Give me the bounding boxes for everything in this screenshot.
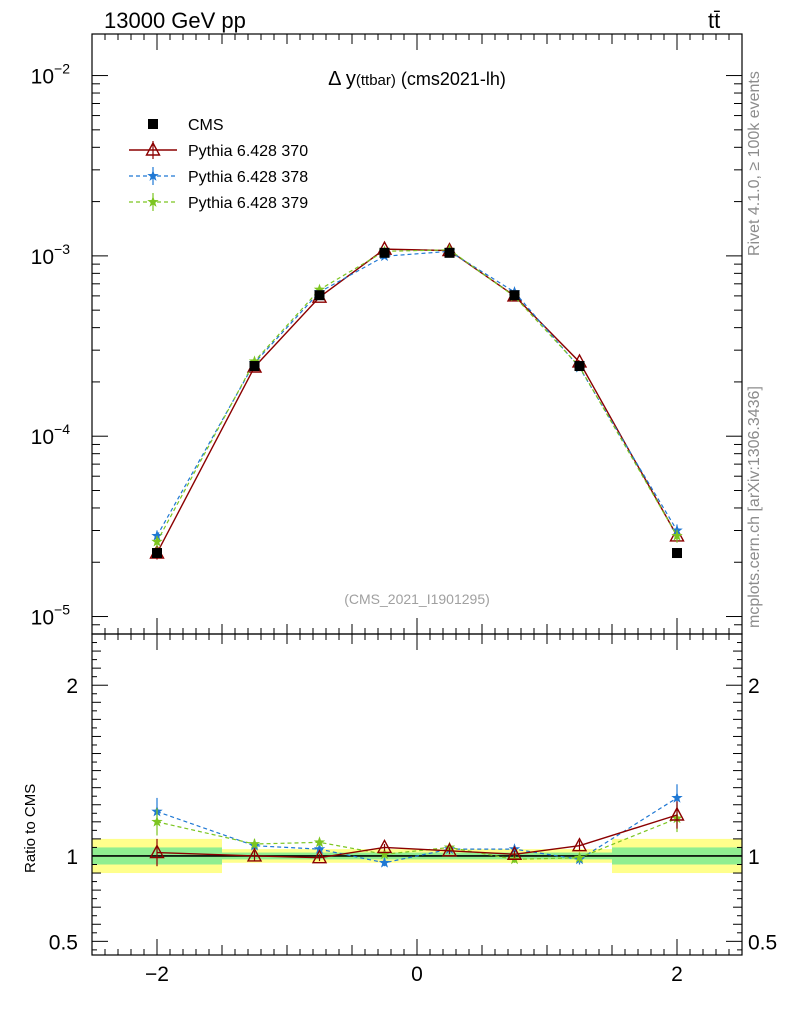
y-tick-exponent: −4 bbox=[54, 421, 70, 437]
ratio-pythia-6-428-370-point bbox=[506, 845, 523, 860]
main-cms-point bbox=[379, 247, 390, 258]
plot-title-prefix: Δ y bbox=[328, 68, 356, 90]
legend-pythia-6-428-379-label: Pythia 6.428 379 bbox=[188, 195, 308, 212]
main-pythia-6-428-378-line bbox=[156, 250, 678, 537]
main-cms-point bbox=[509, 290, 520, 301]
ratio-pythia-6-428-379-point bbox=[378, 848, 391, 860]
ratio-pythia-6-428-370-point bbox=[149, 844, 165, 859]
rivet-label: Rivet 4.1.0, ≥ 100k events bbox=[746, 71, 763, 256]
ratio-pythia-6-428-370-point bbox=[441, 842, 458, 857]
legend-pythia-6-428-379-marker bbox=[147, 196, 159, 207]
main-pythia-6-428-379-point bbox=[248, 355, 261, 367]
y-tick-label: 10−4 bbox=[31, 421, 71, 449]
main-cms-point bbox=[672, 548, 682, 559]
data-series bbox=[149, 240, 685, 868]
plot-title: Δ y(ttbar) (cms2021-lh) bbox=[0, 68, 786, 91]
plot-title-suffix: (cms2021-lh) bbox=[395, 69, 506, 89]
process-label: tt̄ bbox=[708, 8, 721, 33]
y-tick-mantissa: 10 bbox=[31, 607, 54, 630]
tick-labels: −2 0 210−510−410−310−20.5 0.51 12 2 bbox=[31, 61, 778, 986]
ratio-pythia-6-428-379-point bbox=[443, 841, 456, 853]
ratio-pythia-6-428-378-point bbox=[378, 856, 391, 868]
main-pythia-6-428-370-line bbox=[156, 248, 678, 554]
ratio-pythia-6-428-370-point bbox=[376, 838, 393, 854]
axis-ticks bbox=[91, 34, 743, 955]
y-tick-exponent: −2 bbox=[54, 61, 70, 77]
ratio-y-tick-label: 1 bbox=[66, 846, 78, 869]
plot-title-sub: (ttbar) bbox=[355, 72, 396, 89]
energy-label: 13000 GeV pp bbox=[104, 8, 246, 33]
main-pythia-6-428-379-point bbox=[671, 529, 683, 541]
legend: CMS Pythia 6.428 370 Pythia 6.428 378 Pythi… bbox=[129, 117, 308, 212]
legend-cms-label: CMS bbox=[188, 117, 224, 134]
main-pythia-6-428-379-point bbox=[151, 535, 163, 547]
ratio-pythia-6-428-378-point bbox=[313, 843, 326, 854]
x-tick-label: 2 bbox=[671, 963, 683, 986]
main-cms-point bbox=[444, 247, 455, 258]
ratio-pythia-6-428-370-line bbox=[156, 814, 678, 859]
ratio-y-tick-label: 0.5 bbox=[49, 931, 78, 954]
ratio-pythia-6-428-378-point bbox=[671, 791, 683, 803]
ratio-ylabel: Ratio to CMS bbox=[22, 783, 39, 873]
y-tick-mantissa: 10 bbox=[31, 246, 54, 269]
ratio-y-tick-label-right: 2 bbox=[748, 675, 760, 698]
y-tick-mantissa: 10 bbox=[31, 426, 54, 449]
legend-pythia-6-428-378-label: Pythia 6.428 378 bbox=[188, 169, 308, 186]
ratio-y-tick-label-right: 1 bbox=[748, 846, 760, 869]
ratio-plot-frame bbox=[91, 633, 743, 956]
main-pythia-6-428-379-point bbox=[313, 283, 326, 295]
x-tick-label: −2 bbox=[145, 963, 169, 986]
y-tick-exponent: −5 bbox=[54, 602, 70, 618]
legend-pythia-6-428-370-marker bbox=[145, 141, 161, 156]
ratio-pythia-6-428-379-point bbox=[248, 838, 261, 849]
x-tick-label: 0 bbox=[411, 963, 423, 986]
ratio-pythia-6-428-370-point bbox=[571, 837, 588, 852]
source-label: mcplots.cern.ch [arXiv:1306.3436] bbox=[746, 386, 763, 628]
main-cms-point bbox=[574, 361, 585, 372]
main-cms-point bbox=[314, 290, 325, 301]
ratio-pythia-6-428-370-point bbox=[669, 806, 685, 821]
legend-pythia-6-428-370-label: Pythia 6.428 370 bbox=[188, 143, 308, 160]
y-tick-mantissa: 10 bbox=[31, 66, 54, 89]
main-pythia-6-428-378-point bbox=[151, 529, 163, 541]
main-cms-point bbox=[152, 548, 162, 559]
ratio-pythia-6-428-379-point bbox=[151, 815, 163, 827]
y-tick-label: 10−3 bbox=[31, 241, 71, 269]
legend-pythia-6-428-378-marker bbox=[147, 170, 159, 181]
y-tick-label: 10−2 bbox=[31, 61, 71, 89]
ratio-pythia-6-428-370-point bbox=[311, 849, 328, 864]
ratio-pythia-6-428-379-point bbox=[313, 836, 326, 848]
ratio-pythia-6-428-379-line bbox=[156, 817, 678, 860]
ratio-pythia-6-428-379-point bbox=[573, 851, 586, 863]
y-tick-exponent: −3 bbox=[54, 241, 70, 257]
analysis-tag: (CMS_2021_I1901295) bbox=[344, 591, 490, 607]
legend-cms-marker bbox=[148, 119, 158, 129]
y-tick-label: 10−5 bbox=[31, 602, 71, 630]
ratio-y-tick-label: 2 bbox=[66, 675, 78, 698]
ratio-y-tick-label-right: 0.5 bbox=[748, 931, 777, 954]
main-cms-point bbox=[249, 361, 260, 372]
main-pythia-6-428-379-line bbox=[156, 249, 678, 542]
ratio-pythia-6-428-370-point bbox=[246, 847, 263, 862]
